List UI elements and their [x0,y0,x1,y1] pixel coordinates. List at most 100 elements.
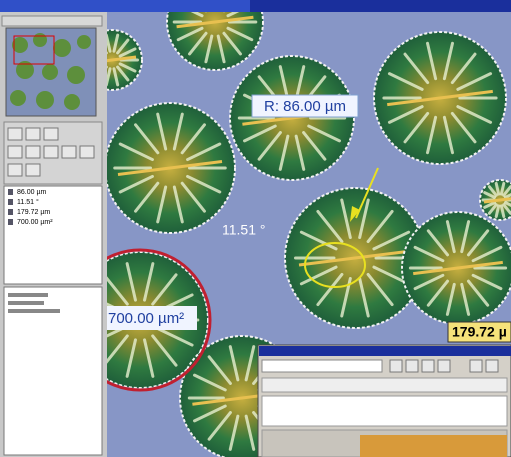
area-label: 700.00 µm² [108,310,184,327]
diatom-ray [172,185,184,224]
result-icon [8,209,13,215]
diatom-ray [107,334,129,364]
diatom-ray [156,185,168,224]
diatom-ray [112,33,120,53]
diatom-ray [426,229,450,257]
diatom-ray [487,185,498,197]
diatom-ray [107,67,112,87]
diatom-axis [413,260,503,276]
diatom-ray [499,204,506,219]
diatom-ray [228,345,240,382]
diatom [229,55,355,181]
diatom-ray [172,112,184,151]
diatom-ray [445,282,456,316]
diatom-ray [216,34,226,64]
diatom-ray [118,62,137,73]
diatom-ray [494,181,501,196]
diatom-ray [502,185,511,197]
diatom-ray [186,174,222,194]
diatom-ray [413,273,445,291]
diatom [373,31,507,165]
diatom-axis [387,89,493,107]
diatom-ray [243,124,277,143]
diatom-ray [456,105,493,124]
diatom-ray [204,34,214,64]
diatom-ray [116,38,130,55]
diatom-ray [466,229,490,257]
feature-rows [8,293,60,313]
diatom-ray [366,272,394,307]
diatom-axis [107,55,137,63]
diatom-ray [180,123,206,155]
result-item: 700.00 µm² [17,219,53,226]
diatom-ray [134,123,160,155]
diatom-ray [471,273,503,291]
diatom-ray [460,220,471,254]
diatom-ray [176,26,204,42]
result-icon [8,199,13,205]
diatom-ray [143,338,155,378]
result-icon [8,189,13,195]
diatom-ray [387,105,424,124]
thumbnail-viewport[interactable] [13,35,55,65]
results-list [3,185,103,285]
diatom-ray [143,262,155,302]
diatom-ray [190,12,204,18]
diatom-ray [307,124,341,143]
diatom-ray [125,338,137,378]
result-item: 86.00 µm [17,189,46,196]
dialog-toolbar[interactable] [389,359,499,373]
diatom-ray [466,279,490,307]
measure-ellipse [304,242,366,288]
diatom-axis [176,15,254,29]
arrow-head [350,206,360,222]
diatom-ray [450,52,477,85]
diatom-ray [188,31,208,56]
diatom-ray [483,191,497,199]
diatom-ray [358,276,370,318]
diatom-ray [426,115,438,155]
diatom-ray [107,327,124,338]
diatom-ray [244,414,256,451]
diatom-ray [156,112,168,151]
diatom [107,102,236,234]
diatom-ray [426,41,438,81]
diatom-ray [118,47,137,58]
navigator-toolbar[interactable] [1,15,103,27]
diatom-ray [403,52,430,85]
diatom-ray [116,65,130,82]
diatom-ray [299,265,338,286]
diatom [479,179,511,221]
radius-label-box [251,94,359,118]
length-label: 179.72 µ [452,324,507,340]
diatom-ray [499,181,506,196]
diatom-ray [413,245,445,263]
diatom-ray [228,414,240,451]
diatom-ray [494,204,501,219]
dropdown[interactable] [261,359,383,373]
feature-list [3,286,103,456]
tool-buttons[interactable] [7,127,95,177]
diatom-ray [450,111,477,144]
diatom-ray [193,404,227,423]
radius-label: R: 86.00 µm [264,98,346,115]
diatom-ray [151,273,178,306]
diatom-ray [193,373,227,392]
diatom-ray [134,181,160,213]
diatom-ray [118,142,154,162]
diatom-ray [107,276,129,306]
angle-label: 11.51 ° [222,222,265,238]
diatom-ray [207,411,232,441]
diatom-ray [107,33,112,53]
diatom-ray [244,345,256,382]
diatom-ray [460,282,471,316]
diatom-ray [125,262,137,302]
diatom-axis [117,160,223,176]
measure-arrow [355,167,379,219]
result-item: 179.72 µm [17,209,50,216]
diatom-ray [299,230,338,251]
diatom-ray [294,134,306,171]
diatom [166,12,264,71]
diatom-ray [442,115,454,155]
